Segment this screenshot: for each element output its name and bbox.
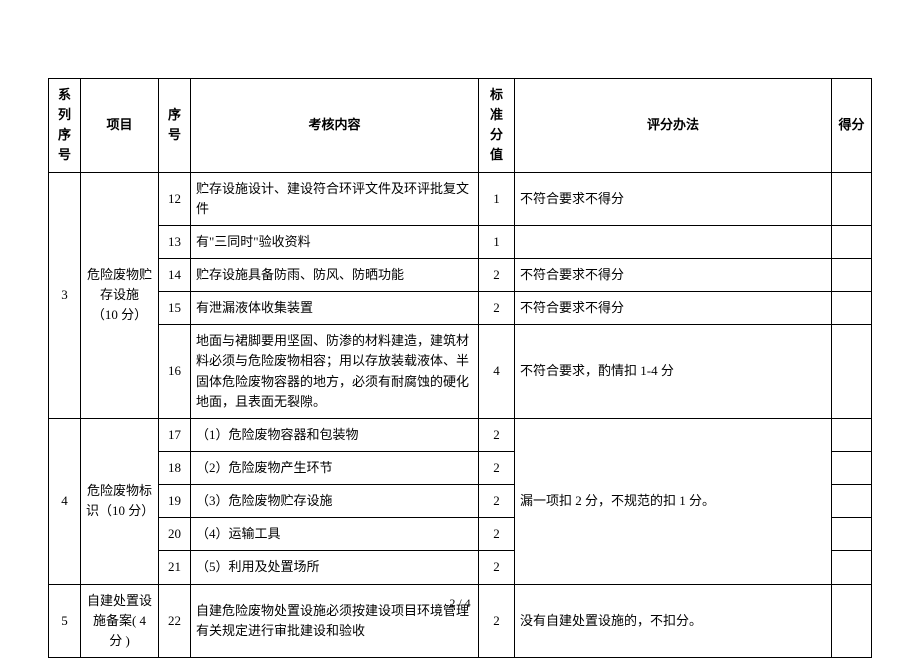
cell-content: （2）危险废物产生环节 [191, 451, 479, 484]
cell-std: 2 [479, 451, 515, 484]
cell-method [515, 225, 832, 258]
cell-seq: 15 [159, 292, 191, 325]
cell-content: 贮存设施具备防雨、防风、防晒功能 [191, 258, 479, 291]
cell-content: （1）危险废物容器和包装物 [191, 418, 479, 451]
cell-seq: 13 [159, 225, 191, 258]
cell-score [832, 418, 872, 451]
cell-std: 1 [479, 172, 515, 225]
cell-seq: 21 [159, 551, 191, 584]
cell-content: （4）运输工具 [191, 518, 479, 551]
cell-series: 4 [49, 418, 81, 584]
table-row: 15有泄漏液体收集装置2不符合要求不得分 [49, 292, 872, 325]
cell-score [832, 225, 872, 258]
cell-std: 4 [479, 325, 515, 419]
cell-method: 漏一项扣 2 分，不规范的扣 1 分。 [515, 418, 832, 584]
cell-series: 3 [49, 172, 81, 418]
table-header-row: 系列 序号 项目 序 号 考核内容 标准 分值 评分办法 得分 [49, 79, 872, 173]
cell-seq: 17 [159, 418, 191, 451]
cell-seq: 14 [159, 258, 191, 291]
cell-score [832, 172, 872, 225]
cell-std: 2 [479, 258, 515, 291]
cell-std: 2 [479, 518, 515, 551]
page-wrapper: 系列 序号 项目 序 号 考核内容 标准 分值 评分办法 得分 3危险废物贮存设… [0, 0, 920, 658]
header-seq: 序 号 [159, 79, 191, 173]
table-row: 14贮存设施具备防雨、防风、防晒功能2不符合要求不得分 [49, 258, 872, 291]
table-row: 16地面与裙脚要用坚固、防渗的材料建造，建筑材料必须与危险废物相容；用以存放装载… [49, 325, 872, 419]
cell-method: 不符合要求，酌情扣 1-4 分 [515, 325, 832, 419]
cell-seq: 16 [159, 325, 191, 419]
cell-project: 危险废物标识（10 分） [81, 418, 159, 584]
cell-seq: 19 [159, 485, 191, 518]
cell-std: 2 [479, 418, 515, 451]
cell-seq: 18 [159, 451, 191, 484]
cell-method: 不符合要求不得分 [515, 258, 832, 291]
cell-std: 2 [479, 485, 515, 518]
cell-content: （5）利用及处置场所 [191, 551, 479, 584]
cell-score [832, 258, 872, 291]
cell-method: 不符合要求不得分 [515, 172, 832, 225]
header-content: 考核内容 [191, 79, 479, 173]
cell-score [832, 292, 872, 325]
cell-score [832, 485, 872, 518]
cell-content: （3）危险废物贮存设施 [191, 485, 479, 518]
table-body: 3危险废物贮存设施 （10 分）12贮存设施设计、建设符合环评文件及环评批复文件… [49, 172, 872, 657]
header-method: 评分办法 [515, 79, 832, 173]
header-std: 标准 分值 [479, 79, 515, 173]
cell-std: 2 [479, 292, 515, 325]
cell-score [832, 551, 872, 584]
table-row: 13有"三同时"验收资料1 [49, 225, 872, 258]
cell-seq: 20 [159, 518, 191, 551]
table-row: 4危险废物标识（10 分）17（1）危险废物容器和包装物2漏一项扣 2 分，不规… [49, 418, 872, 451]
cell-score [832, 451, 872, 484]
cell-method: 不符合要求不得分 [515, 292, 832, 325]
header-series: 系列 序号 [49, 79, 81, 173]
cell-content: 地面与裙脚要用坚固、防渗的材料建造，建筑材料必须与危险废物相容；用以存放装载液体… [191, 325, 479, 419]
cell-content: 贮存设施设计、建设符合环评文件及环评批复文件 [191, 172, 479, 225]
cell-seq: 12 [159, 172, 191, 225]
cell-std: 1 [479, 225, 515, 258]
assessment-table: 系列 序号 项目 序 号 考核内容 标准 分值 评分办法 得分 3危险废物贮存设… [48, 78, 872, 658]
cell-std: 2 [479, 551, 515, 584]
cell-content: 有泄漏液体收集装置 [191, 292, 479, 325]
header-project: 项目 [81, 79, 159, 173]
cell-score [832, 518, 872, 551]
cell-project: 危险废物贮存设施 （10 分） [81, 172, 159, 418]
header-score: 得分 [832, 79, 872, 173]
table-row: 3危险废物贮存设施 （10 分）12贮存设施设计、建设符合环评文件及环评批复文件… [49, 172, 872, 225]
cell-content: 有"三同时"验收资料 [191, 225, 479, 258]
page-footer: 2 / 4 [0, 596, 920, 611]
cell-score [832, 325, 872, 419]
